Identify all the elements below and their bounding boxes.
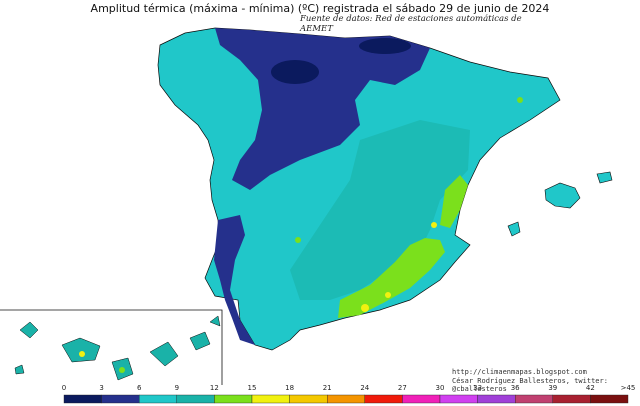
legend-bin (590, 394, 629, 404)
legend-bin (552, 394, 591, 404)
yellow-spot (385, 292, 391, 298)
legend-tick-label: 0 (61, 384, 67, 392)
legend-bin (289, 394, 328, 404)
legend-tick-label: 39 (548, 384, 558, 392)
legend-tick-label: >45 (620, 384, 636, 392)
legend-bin (515, 394, 554, 404)
legend-bin (402, 394, 441, 404)
legend-bin (364, 394, 403, 404)
legend-bin (176, 394, 215, 404)
map-title: Amplitud térmica (máxima - mínima) (ºC) … (90, 2, 550, 15)
legend-tick-label: 36 (510, 384, 520, 392)
canary-inset-frame (0, 309, 223, 385)
yellow-spot (295, 237, 301, 243)
core-cantabria (271, 60, 319, 84)
legend-bin (101, 394, 140, 404)
legend-tick-label: 3 (99, 384, 104, 392)
legend-bin (138, 394, 177, 404)
legend-tick-label: 6 (136, 384, 142, 392)
legend-tick-label: 24 (360, 384, 370, 392)
legend-bin (63, 394, 102, 404)
legend-bin (477, 394, 516, 404)
legend-bin (327, 394, 366, 404)
legend-bin (439, 394, 478, 404)
yellow-spot (361, 304, 369, 312)
legend-tick-label: 18 (285, 384, 295, 392)
mid-dark-region (290, 120, 470, 300)
valencia-high-amplitude (440, 175, 468, 228)
legend-tick-label: 9 (174, 384, 180, 392)
legend-tick-label: 30 (435, 384, 445, 392)
map-subtitle: Fuente de datos: Red de estaciones autom… (300, 14, 522, 34)
legend-tick-label: 33 (473, 384, 483, 392)
legend-tick-label: 15 (247, 384, 257, 392)
legend-tick-label: 42 (585, 384, 595, 392)
yellow-spot (431, 222, 437, 228)
northern-low-amplitude (215, 28, 430, 190)
legend-tick-label: 12 (209, 384, 219, 392)
southeast-high-amplitude (338, 238, 445, 318)
legend-tick-label: 21 (322, 384, 332, 392)
western-low-amplitude (214, 215, 255, 345)
yellow-spot (517, 97, 523, 103)
blog-url: http://climaenmapas.blogspot.com (452, 368, 587, 376)
mallorca (544, 182, 581, 209)
menorca (596, 171, 613, 184)
legend-color-bar (63, 394, 629, 404)
ibiza (507, 221, 521, 237)
canary-islands (14, 315, 221, 381)
legend-bin (251, 394, 290, 404)
legend-tick-label: 27 (397, 384, 407, 392)
legend-bin (214, 394, 253, 404)
core-basque (359, 38, 411, 54)
author-credit: César Rodríguez Ballesteros, twitter: @c… (452, 377, 608, 393)
